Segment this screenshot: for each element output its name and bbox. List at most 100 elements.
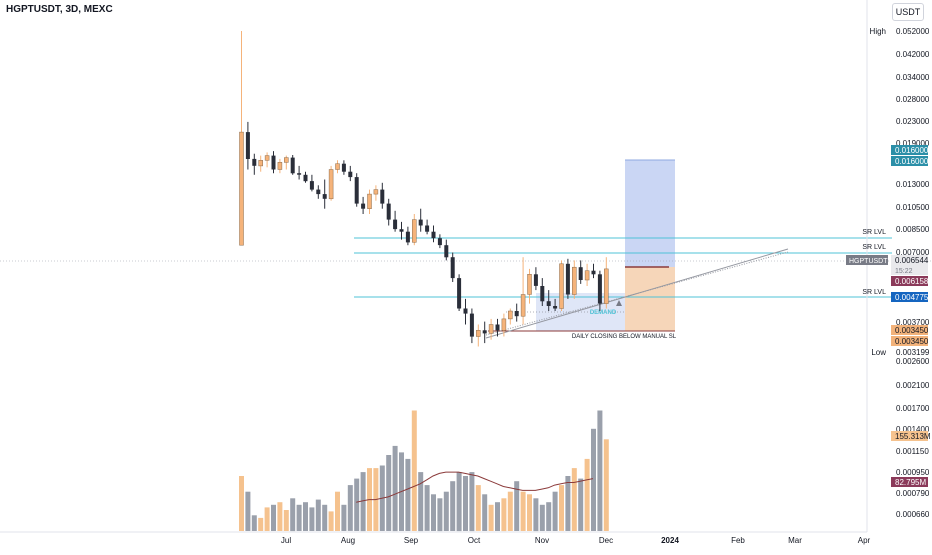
volume-bar — [290, 498, 296, 532]
price-tick: 0.001400 — [896, 425, 930, 434]
candle[interactable] — [533, 274, 538, 286]
candle[interactable] — [553, 306, 558, 309]
price-tick: 0.000660 — [896, 510, 930, 519]
volume-bar — [392, 445, 398, 532]
candle[interactable] — [328, 169, 334, 200]
candle[interactable] — [348, 171, 353, 178]
candle[interactable] — [367, 193, 372, 209]
candle[interactable] — [514, 311, 519, 317]
candle[interactable] — [604, 268, 609, 304]
candle[interactable] — [578, 267, 583, 280]
candle[interactable] — [597, 274, 602, 304]
volume-bar — [520, 491, 526, 531]
candle[interactable] — [373, 189, 379, 195]
time-axis[interactable]: Jul Aug Sep Oct Nov Dec 2024 Feb Mar Apr — [281, 536, 871, 545]
candle[interactable] — [271, 155, 276, 170]
volume-layer — [239, 410, 609, 532]
currency-button[interactable]: USDT — [892, 3, 924, 21]
volume-bar — [475, 485, 481, 531]
time-tick: Apr — [858, 536, 871, 545]
candle[interactable] — [501, 318, 507, 331]
candle[interactable] — [277, 162, 283, 170]
candle[interactable] — [258, 160, 263, 167]
candle[interactable] — [399, 229, 404, 232]
candle[interactable] — [412, 219, 417, 243]
candle[interactable] — [380, 189, 385, 204]
candle[interactable] — [431, 231, 436, 239]
candle[interactable] — [335, 163, 340, 170]
candle[interactable] — [565, 263, 570, 295]
candle[interactable] — [444, 245, 449, 258]
candle[interactable] — [482, 330, 487, 334]
candle[interactable] — [540, 286, 545, 302]
candle[interactable] — [284, 157, 289, 163]
candle[interactable] — [508, 310, 513, 320]
candle[interactable] — [239, 131, 244, 246]
candle[interactable] — [476, 330, 481, 337]
sr-label-1: SR LVL — [862, 229, 886, 236]
current-price-tag: 0.006544 — [895, 256, 929, 265]
candle[interactable] — [425, 225, 430, 232]
candle[interactable] — [303, 174, 308, 182]
volume-bar — [552, 491, 558, 531]
candle[interactable] — [591, 270, 596, 275]
candle[interactable] — [437, 238, 442, 246]
trendline-upper[interactable] — [485, 251, 789, 336]
candle[interactable] — [252, 158, 257, 166]
volume-bar — [405, 458, 411, 531]
target-tag: 0.016000 — [895, 146, 929, 155]
sr-label-3: SR LVL — [862, 289, 886, 296]
price-tick: 0.001150 — [896, 447, 929, 456]
candle[interactable] — [290, 157, 295, 174]
candle[interactable] — [457, 278, 462, 309]
time-tick: Jul — [281, 536, 291, 545]
candle[interactable] — [309, 181, 314, 190]
price-tick: 0.003700 — [896, 318, 930, 327]
candle-layer — [239, 31, 609, 347]
candle[interactable] — [463, 308, 468, 314]
candle[interactable] — [341, 163, 346, 172]
candle[interactable] — [572, 266, 577, 295]
candle[interactable] — [297, 173, 302, 175]
trendline-lower[interactable] — [485, 248, 789, 339]
candle[interactable] — [322, 194, 327, 199]
candle[interactable] — [418, 219, 423, 226]
candle[interactable] — [386, 203, 391, 220]
candle[interactable] — [520, 294, 526, 317]
candle[interactable] — [393, 219, 398, 230]
price-tick: 0.023000 — [896, 117, 930, 126]
candle[interactable] — [316, 189, 321, 195]
volume-bar — [443, 491, 449, 531]
symbol-tag: HGPTUSDT — [849, 258, 888, 265]
candle[interactable] — [559, 263, 564, 309]
volume-bar — [322, 504, 328, 531]
time-tick: Oct — [468, 536, 481, 545]
target-zone[interactable] — [625, 160, 675, 267]
candle[interactable] — [527, 274, 532, 295]
candle[interactable] — [488, 324, 494, 334]
price-tick: 0.028000 — [896, 95, 930, 104]
candle[interactable] — [361, 203, 366, 209]
volume-bar — [527, 494, 532, 531]
price-axis[interactable]: 0.042000 0.034000 0.028000 0.023000 0.01… — [896, 50, 930, 519]
volume-bar — [546, 502, 552, 531]
volume-bar — [539, 504, 545, 531]
candle[interactable] — [546, 301, 551, 306]
volume-bar — [559, 485, 564, 531]
candle[interactable] — [450, 257, 455, 279]
price-tick: 0.008500 — [896, 225, 930, 234]
price-tick: 0.007000 — [896, 248, 930, 257]
target-tag-bg — [891, 156, 928, 166]
candle[interactable] — [405, 231, 410, 243]
candle[interactable] — [584, 270, 590, 281]
candle[interactable] — [469, 313, 474, 337]
candle[interactable] — [495, 324, 500, 331]
candle[interactable] — [354, 177, 359, 204]
stop-zone[interactable] — [625, 267, 675, 331]
volume-bar — [488, 504, 494, 531]
candle[interactable] — [245, 132, 250, 159]
candle[interactable] — [264, 155, 270, 161]
sr-price-tag-bg — [891, 292, 928, 302]
